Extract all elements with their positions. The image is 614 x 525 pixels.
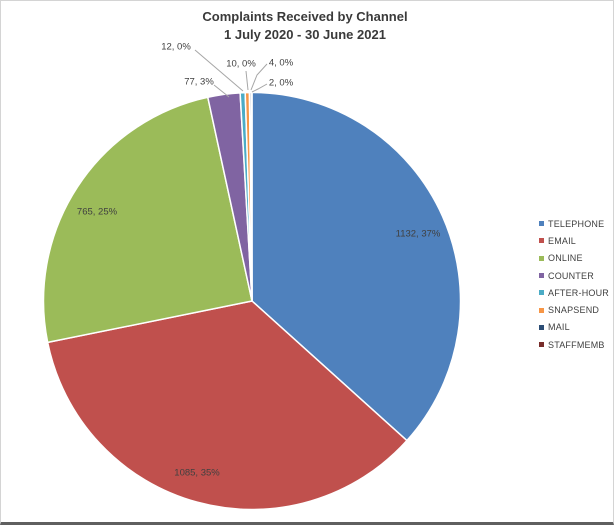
data-label-staffmemb: 2, 0% <box>269 78 294 89</box>
legend-label: EMAIL <box>548 235 577 246</box>
legend-item-telephone[interactable]: TELEPHONE <box>539 215 609 232</box>
data-label-email: 1085, 35% <box>174 468 220 479</box>
legend-label: SNAPSEND <box>548 305 600 316</box>
legend-item-after-hour[interactable]: AFTER-HOUR <box>539 284 609 301</box>
leader-line <box>194 49 244 92</box>
pie-slice-email[interactable] <box>46 300 408 511</box>
legend-swatch-icon <box>539 342 544 348</box>
legend-swatch-icon <box>539 221 544 227</box>
leader-line <box>245 70 249 91</box>
legend-label: TELEPHONE <box>548 218 605 229</box>
legend-item-staffmemb[interactable]: STAFFMEMB <box>539 336 609 353</box>
data-label-telephone: 1132, 37% <box>396 229 441 240</box>
legend-label: ONLINE <box>548 253 583 264</box>
legend-swatch-icon <box>539 255 544 261</box>
leader-line <box>250 63 268 91</box>
leader-line <box>251 83 268 93</box>
legend-swatch-icon <box>539 290 544 296</box>
legend-swatch-icon <box>539 238 544 244</box>
legend-item-counter[interactable]: COUNTER <box>539 267 609 284</box>
pie-slice-online[interactable] <box>42 96 253 344</box>
legend-item-mail[interactable]: MAIL <box>539 319 609 336</box>
pie-slice-telephone[interactable] <box>251 91 462 442</box>
legend-item-snapsend[interactable]: SNAPSEND <box>539 301 609 318</box>
legend-item-online[interactable]: ONLINE <box>539 250 609 267</box>
legend-item-email[interactable]: EMAIL <box>539 232 609 249</box>
pie-slice-staffmemb[interactable] <box>250 91 253 302</box>
legend-label: MAIL <box>548 322 570 333</box>
legend-swatch-icon <box>539 273 544 279</box>
legend: TELEPHONE EMAIL ONLINE COUNTER AFTER-HOUR SNA… <box>539 215 609 353</box>
data-label-after-hour: 12, 0% <box>161 42 191 53</box>
legend-swatch-icon <box>539 324 544 330</box>
leader-line <box>213 84 230 98</box>
data-label-online: 765, 25% <box>77 207 118 218</box>
data-label-mail: 4, 0% <box>269 58 294 69</box>
data-label-counter: 77, 3% <box>184 77 214 88</box>
data-label-snapsend: 10, 0% <box>226 59 256 70</box>
legend-label: AFTER-HOUR <box>548 287 609 298</box>
legend-label: COUNTER <box>548 270 594 281</box>
legend-label: STAFFMEMB <box>548 339 605 350</box>
legend-swatch-icon <box>539 307 544 313</box>
